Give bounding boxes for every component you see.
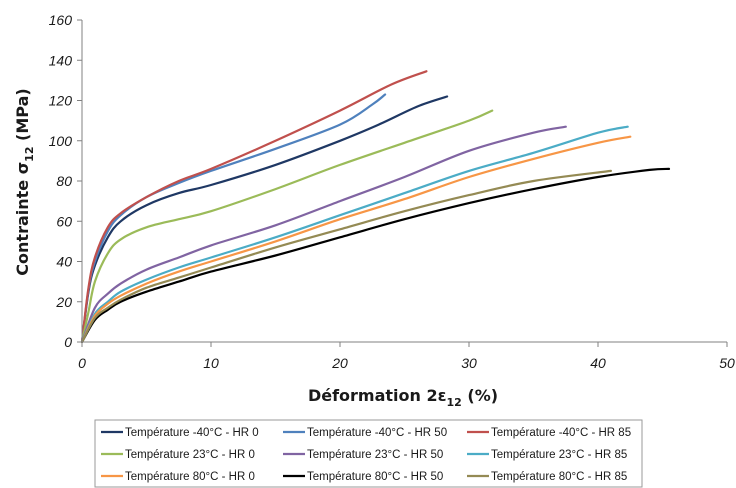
legend: Température -40°C - HR 0 Température -40°…: [94, 419, 643, 488]
legend-label: Température 80°C - HR 85: [491, 471, 627, 483]
series-line-1: [80, 95, 449, 344]
legend-label: Température -40°C - HR 85: [491, 427, 631, 439]
plot-area: [80, 70, 671, 344]
series-line-6: [80, 125, 629, 344]
legend-label: Température -40°C - HR 0: [125, 427, 259, 439]
y-tick-label: 120: [49, 93, 73, 109]
y-tick-label: 160: [49, 12, 73, 28]
legend-label: Température 23°C - HR 85: [491, 449, 627, 461]
series-line-5: [80, 125, 567, 344]
legend-label: Température -40°C - HR 50: [307, 427, 447, 439]
series-line-9: [80, 169, 612, 344]
series-line-4: [80, 109, 494, 344]
y-axis-title: Contrainte σ12 (MPa): [13, 88, 36, 275]
y-tick-label: 100: [49, 133, 73, 149]
series-line-8: [80, 167, 671, 344]
legend-label: Température 23°C - HR 50: [307, 449, 443, 461]
series-line-3: [80, 70, 428, 344]
axes: 0 20 40 60 80 100 120 140 160 0 10 20 30 40 50: [49, 12, 735, 371]
x-axis-title: Déformation 2ε12 (%): [308, 386, 498, 409]
x-tick-label: 0: [78, 355, 86, 371]
y-tick-label: 0: [64, 334, 72, 350]
x-tick-label: 10: [203, 355, 219, 371]
y-tick-label: 40: [56, 254, 72, 270]
y-tick-label: 140: [49, 52, 73, 68]
x-tick-label: 50: [719, 355, 735, 371]
series-line-7: [80, 135, 632, 344]
y-tick-label: 60: [56, 213, 72, 229]
x-tick-label: 40: [590, 355, 606, 371]
y-tick-label: 80: [56, 173, 72, 189]
x-tick-label: 20: [331, 355, 348, 371]
y-tick-label: 20: [55, 294, 72, 310]
x-tick-label: 30: [461, 355, 477, 371]
legend-label: Température 80°C - HR 0: [125, 471, 255, 483]
legend-label: Température 23°C - HR 0: [125, 449, 255, 461]
legend-box: [94, 419, 643, 488]
legend-label: Température 80°C - HR 50: [307, 471, 443, 483]
